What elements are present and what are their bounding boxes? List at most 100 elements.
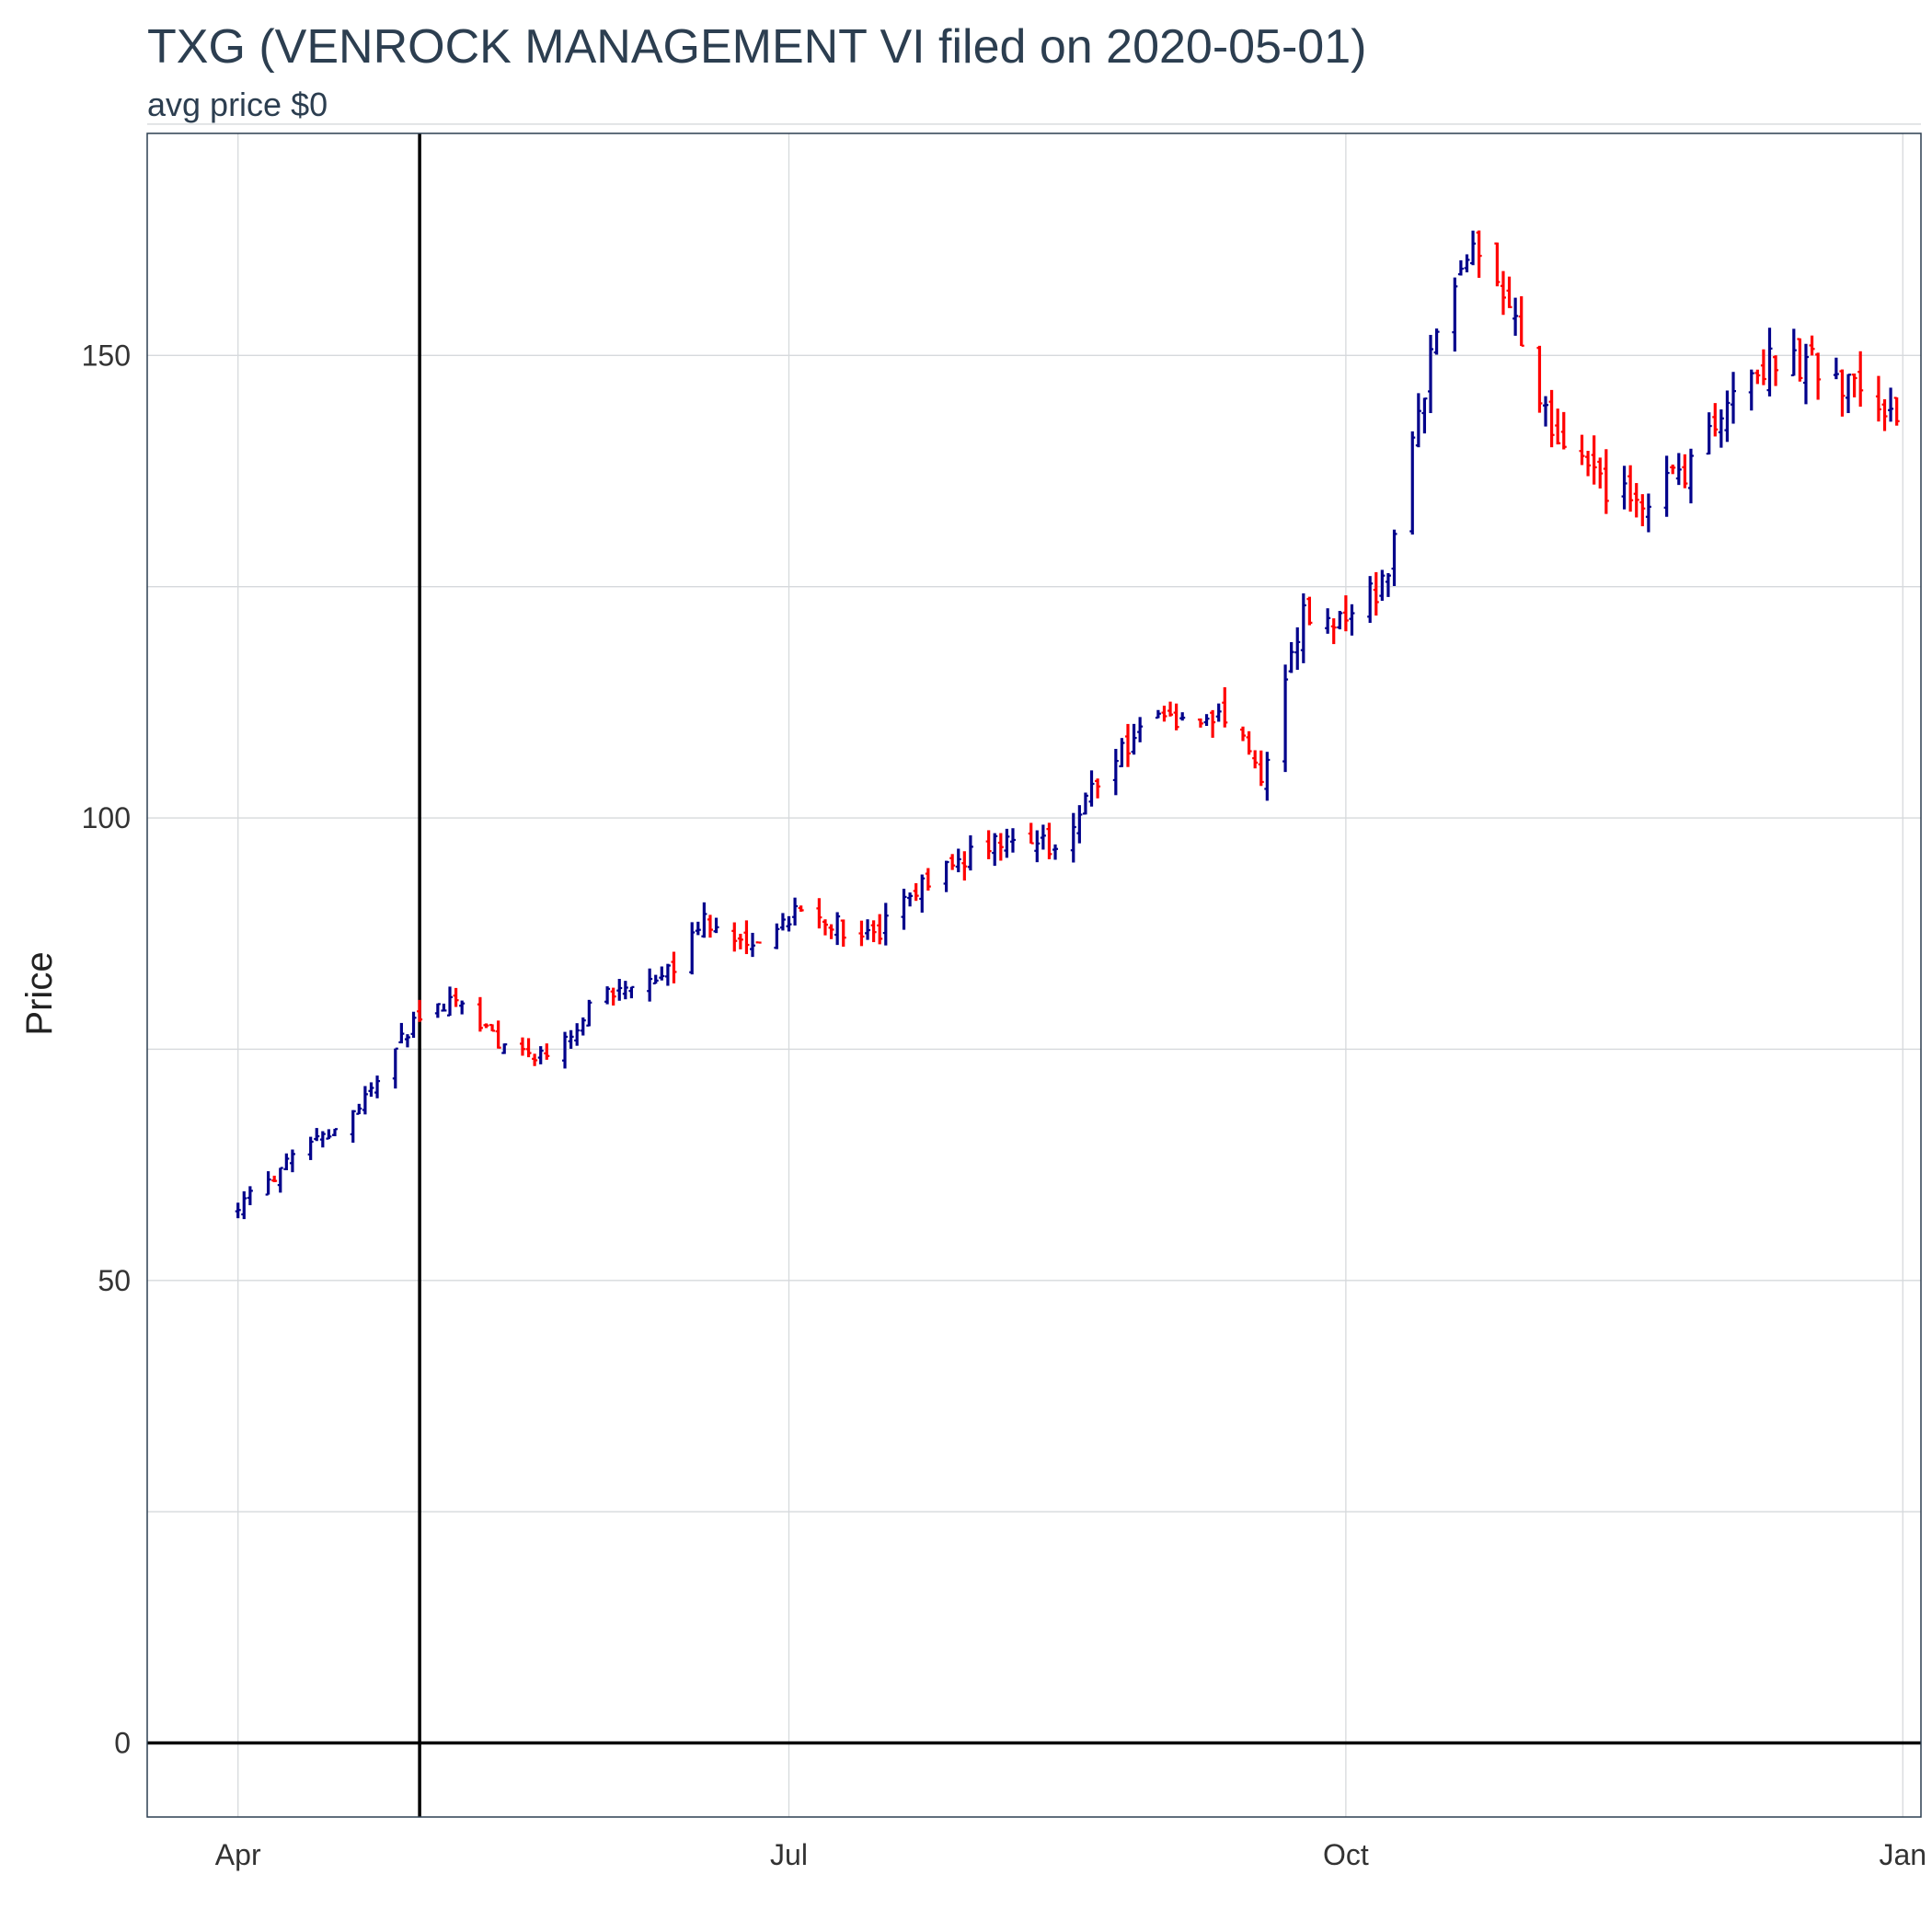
ohlc-bar [792, 897, 799, 926]
ohlc-bar [1282, 664, 1289, 773]
ohlc-bar [1076, 805, 1083, 844]
ohlc-bar [1203, 714, 1210, 726]
ohlc-bar [459, 1000, 466, 1015]
ohlc-bar [265, 1171, 271, 1196]
ohlc-bar [277, 1167, 283, 1193]
ohlc-bar [1137, 717, 1144, 742]
ohlc-bar [1009, 828, 1016, 853]
ohlc-bar [574, 1023, 581, 1046]
ohlc-bar [1167, 701, 1174, 717]
ohlc-bar [1210, 709, 1216, 738]
y-tick-label: 50 [98, 1264, 131, 1297]
ohlc-bar [392, 1047, 398, 1089]
ohlc-bar [1179, 712, 1186, 721]
ohlc-bar [1470, 230, 1477, 266]
ohlc-bar [731, 922, 738, 952]
ohlc-bar [1252, 750, 1259, 769]
ohlc-bar [1306, 596, 1313, 626]
ohlc-bar [877, 914, 883, 945]
ohlc-bar [750, 932, 756, 958]
ohlc-bar [1670, 464, 1676, 475]
ohlc-bar [1633, 483, 1639, 518]
ohlc-bar [477, 996, 483, 1032]
ohlc-bar [350, 1110, 356, 1144]
ohlc-bar [1325, 608, 1331, 634]
ohlc-bar [1391, 529, 1397, 586]
ohlc-bar [1536, 345, 1543, 413]
ohlc-bar [779, 913, 786, 931]
ohlc-bar [1004, 828, 1010, 858]
ohlc-bar [562, 1031, 569, 1069]
ohlc-bar [1379, 569, 1386, 602]
ohlc-bar [1494, 242, 1501, 287]
ohlc-bar [1119, 738, 1125, 768]
ohlc-bar [943, 860, 949, 892]
ohlc-bar [307, 1136, 314, 1160]
grid-layer [147, 123, 1921, 1817]
ohlc-bar [865, 919, 871, 940]
ohlc-bar [919, 874, 926, 913]
y-axis-title: Price [19, 951, 60, 1035]
ohlc-bar [1809, 335, 1815, 356]
reference-lines [147, 133, 1921, 1817]
ohlc-bar [870, 920, 877, 943]
ohlc-bar [1639, 494, 1646, 526]
ohlc-bar [489, 1023, 496, 1032]
ohlc-bar [828, 924, 834, 939]
ohlc-bar [1790, 328, 1797, 377]
ohlc-bar [501, 1043, 508, 1054]
ohlc-bar [949, 854, 956, 870]
ohlc-bar [1264, 752, 1271, 801]
ohlc-bar [616, 979, 623, 1001]
ohlc-bar [1773, 355, 1779, 386]
ohlc-bar [1040, 824, 1046, 850]
ohlc-bar [671, 951, 677, 983]
ohlc-bar [1082, 792, 1088, 815]
ohlc-bar [628, 985, 635, 999]
ohlc-bar [622, 981, 628, 1000]
ohlc-bar [1548, 389, 1555, 448]
y-tick-label: 0 [114, 1727, 131, 1760]
ohlc-bar [1888, 387, 1894, 422]
ohlc-bar [532, 1053, 538, 1066]
ohlc-bar [992, 833, 998, 867]
ohlc-bar [271, 1175, 278, 1182]
ohlc-bar [1718, 409, 1724, 448]
plot-border [146, 132, 1922, 1818]
ohlc-bar [1452, 277, 1458, 352]
ohlc-bar [434, 1003, 441, 1018]
ohlc-bar [743, 920, 750, 955]
ohlc-bar [1760, 349, 1766, 385]
ohlc-bar [610, 987, 616, 1006]
ohlc-bar [1833, 357, 1839, 380]
ohlc-bar [1294, 627, 1301, 671]
ohlc-bar [1893, 397, 1900, 426]
ohlc-bar [798, 905, 804, 913]
ohlc-bar [955, 848, 961, 873]
ohlc-bar [1645, 493, 1651, 533]
ohlc-bar [447, 986, 454, 1017]
ohlc-bar [1712, 403, 1719, 437]
ohlc-bar [1543, 396, 1549, 427]
ohlc-bar [1839, 369, 1846, 417]
ohlc-bar [737, 933, 743, 949]
ohlc-bar [289, 1149, 295, 1173]
ohlc-bar [901, 889, 907, 930]
ohlc-bar [453, 987, 459, 1007]
ohlc-bar [1342, 595, 1349, 632]
ohlc-bar [689, 922, 696, 975]
ohlc-bar [816, 898, 822, 929]
ohlc-bar [1173, 703, 1179, 730]
ohlc-bar [586, 999, 592, 1027]
ohlc-bar [1754, 369, 1761, 385]
ohlc-bar [1046, 822, 1052, 859]
ohlc-bar [913, 883, 919, 902]
ohlc-bar [1555, 408, 1561, 445]
ohlc-bar [374, 1075, 381, 1098]
ohlc-bar [326, 1129, 332, 1140]
ohlc-bar [1597, 457, 1604, 489]
ohlc-bar [755, 941, 762, 944]
ohlc-bar [1258, 750, 1264, 787]
